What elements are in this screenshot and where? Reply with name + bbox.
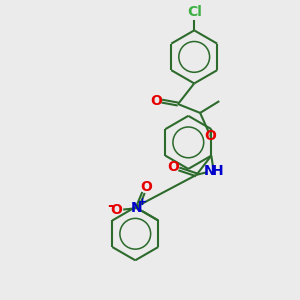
Text: Cl: Cl	[187, 4, 202, 19]
Text: O: O	[150, 94, 162, 108]
Text: O: O	[167, 160, 179, 174]
Text: O: O	[110, 202, 122, 217]
Text: O: O	[140, 181, 152, 194]
Text: -: -	[107, 198, 113, 213]
Text: H: H	[212, 164, 224, 178]
Text: +: +	[138, 196, 148, 207]
Text: O: O	[205, 129, 216, 142]
Text: N: N	[204, 164, 216, 178]
Text: N: N	[131, 201, 143, 215]
